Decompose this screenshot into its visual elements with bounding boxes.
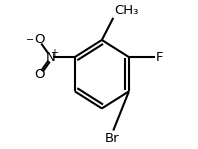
Text: O: O	[35, 34, 45, 46]
Text: Br: Br	[105, 132, 120, 145]
Text: N: N	[46, 51, 55, 64]
Text: F: F	[156, 51, 164, 64]
Text: CH₃: CH₃	[114, 4, 138, 17]
Text: +: +	[50, 48, 58, 58]
Text: −: −	[26, 35, 34, 45]
Text: O: O	[35, 68, 45, 81]
